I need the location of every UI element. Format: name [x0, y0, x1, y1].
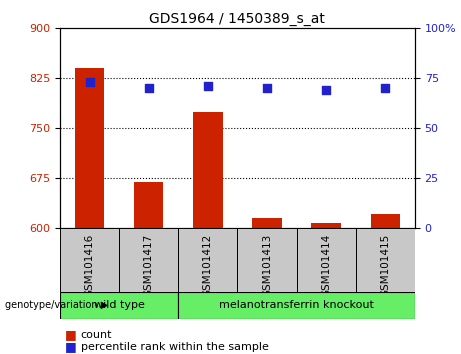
Bar [311, 223, 341, 228]
Point [322, 87, 330, 93]
Bar [356, 228, 415, 292]
Point [145, 85, 152, 91]
Point [204, 84, 212, 89]
Text: GSM101412: GSM101412 [203, 233, 213, 297]
Text: GSM101416: GSM101416 [84, 233, 95, 297]
Bar [193, 112, 223, 228]
Point [263, 85, 271, 91]
Point [86, 80, 93, 85]
Text: GSM101414: GSM101414 [321, 233, 331, 297]
Point [382, 85, 389, 91]
Text: melanotransferrin knockout: melanotransferrin knockout [219, 300, 374, 310]
Bar [75, 68, 104, 228]
Bar [60, 228, 119, 292]
Bar [237, 228, 296, 292]
Text: GSM101417: GSM101417 [144, 233, 154, 297]
Text: wild type: wild type [94, 300, 145, 310]
Title: GDS1964 / 1450389_s_at: GDS1964 / 1450389_s_at [149, 12, 325, 26]
Text: ■: ■ [65, 341, 76, 353]
Text: GSM101413: GSM101413 [262, 233, 272, 297]
Bar [178, 292, 415, 319]
Bar [60, 292, 178, 319]
Text: GSM101415: GSM101415 [380, 233, 390, 297]
Bar [119, 228, 178, 292]
Text: percentile rank within the sample: percentile rank within the sample [81, 342, 269, 352]
Bar [296, 228, 356, 292]
Text: count: count [81, 330, 112, 339]
Bar [252, 218, 282, 228]
Bar [134, 182, 164, 228]
Bar [178, 228, 237, 292]
Text: ■: ■ [65, 328, 76, 341]
Bar [371, 214, 400, 228]
Text: genotype/variation ▶: genotype/variation ▶ [5, 300, 108, 310]
